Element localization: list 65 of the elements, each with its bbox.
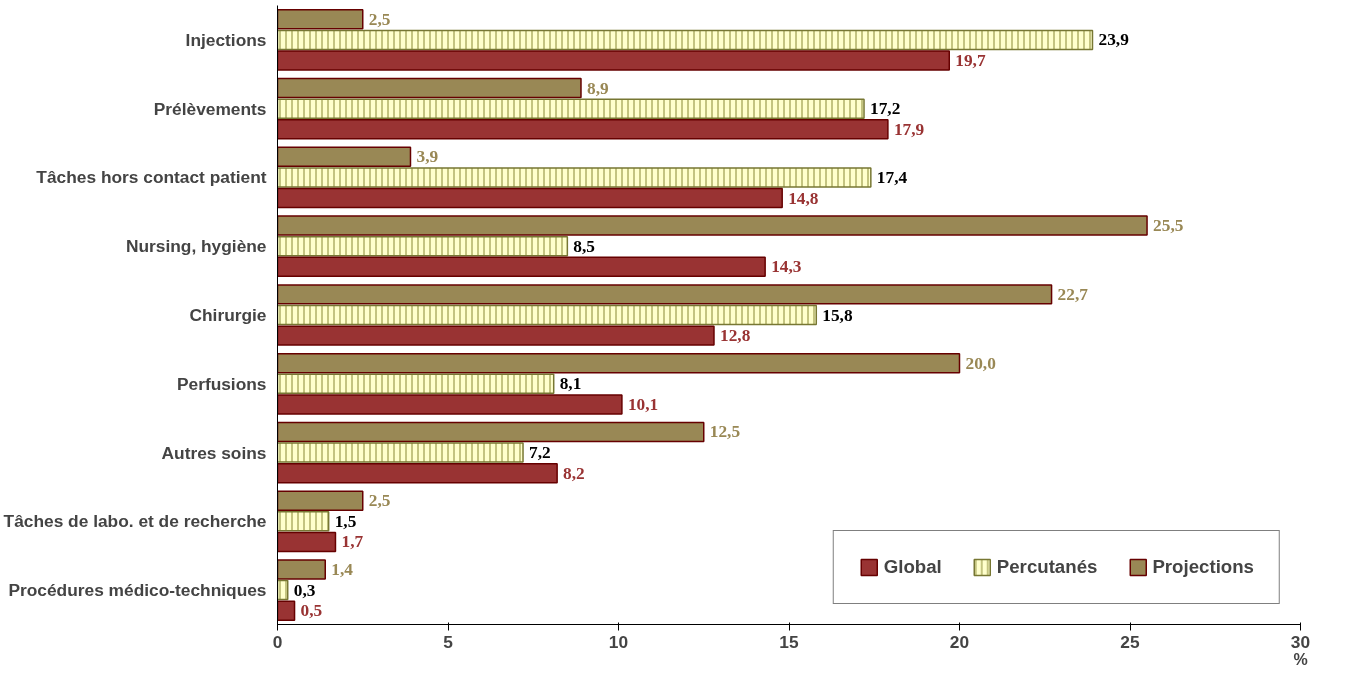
x-tick-label: 10 bbox=[608, 631, 629, 652]
data-label: 0,5 bbox=[300, 601, 323, 621]
data-label: 8,9 bbox=[586, 78, 609, 98]
bar bbox=[277, 284, 1053, 305]
y-tick-label: Autres soins bbox=[161, 442, 267, 463]
data-label: 15,8 bbox=[822, 305, 853, 325]
bar bbox=[277, 146, 412, 168]
bar bbox=[277, 394, 623, 415]
data-label: 23,9 bbox=[1098, 30, 1130, 50]
bar bbox=[277, 215, 1148, 236]
bar bbox=[277, 77, 582, 99]
bar bbox=[277, 531, 337, 553]
legend-label: Percutanés bbox=[996, 556, 1098, 578]
data-label: 8,5 bbox=[573, 236, 596, 256]
x-tick-label: 5 bbox=[443, 631, 454, 652]
bar bbox=[277, 490, 364, 511]
data-label: 12,8 bbox=[719, 326, 751, 346]
data-label: 7,2 bbox=[529, 443, 551, 463]
data-label: 1,7 bbox=[341, 532, 364, 552]
bar bbox=[277, 600, 296, 621]
data-label: 2,5 bbox=[368, 9, 391, 29]
bar bbox=[277, 462, 558, 484]
data-label: 19,7 bbox=[955, 51, 986, 71]
data-label: 17,9 bbox=[893, 119, 925, 139]
bar bbox=[277, 352, 961, 374]
y-tick-label: Tâches de labo. et de recherche bbox=[3, 511, 267, 532]
data-label: 14,8 bbox=[788, 188, 819, 208]
x-tick-label: 25 bbox=[1120, 631, 1140, 652]
bar bbox=[277, 325, 715, 346]
data-label: 12,5 bbox=[709, 422, 741, 442]
data-label: 1,5 bbox=[334, 511, 357, 531]
bar bbox=[277, 119, 889, 140]
data-label: 2,5 bbox=[368, 491, 391, 511]
legend-label: Projections bbox=[1152, 556, 1254, 578]
x-tick-label: 0 bbox=[272, 631, 283, 652]
x-axis-title: % bbox=[1293, 650, 1308, 668]
bar bbox=[277, 559, 326, 580]
bar bbox=[277, 187, 783, 209]
y-tick-label: Chirurgie bbox=[189, 305, 267, 325]
data-label: 1,4 bbox=[331, 559, 354, 579]
data-label: 3,9 bbox=[416, 147, 439, 167]
data-label: 8,1 bbox=[559, 374, 582, 394]
data-label: 14,3 bbox=[771, 257, 802, 277]
bar bbox=[277, 256, 766, 278]
x-tick-label: 30 bbox=[1290, 631, 1311, 652]
data-label: 10,1 bbox=[627, 394, 659, 414]
data-label: 0,3 bbox=[293, 580, 316, 600]
legend-label: Global bbox=[883, 556, 942, 578]
y-tick-label: Injections bbox=[185, 29, 267, 50]
bar bbox=[277, 421, 705, 443]
data-label: 20,0 bbox=[965, 353, 996, 373]
data-label: 17,2 bbox=[870, 99, 901, 119]
data-label: 22,7 bbox=[1057, 284, 1089, 304]
y-tick-label: Perfusions bbox=[176, 373, 267, 394]
y-tick-label: Procédures médico-techniques bbox=[8, 580, 267, 601]
data-label: 17,4 bbox=[876, 167, 908, 187]
bar bbox=[277, 50, 951, 71]
x-tick-label: 15 bbox=[779, 631, 799, 652]
bar bbox=[277, 9, 364, 30]
x-tick-label: 20 bbox=[949, 631, 970, 652]
y-tick-label: Prélèvements bbox=[153, 98, 267, 119]
y-tick-label: Nursing, hygiène bbox=[125, 236, 267, 257]
data-label: 8,2 bbox=[563, 463, 585, 483]
y-tick-label: Tâches hors contact patient bbox=[36, 167, 267, 188]
data-label: 25,5 bbox=[1153, 216, 1184, 236]
